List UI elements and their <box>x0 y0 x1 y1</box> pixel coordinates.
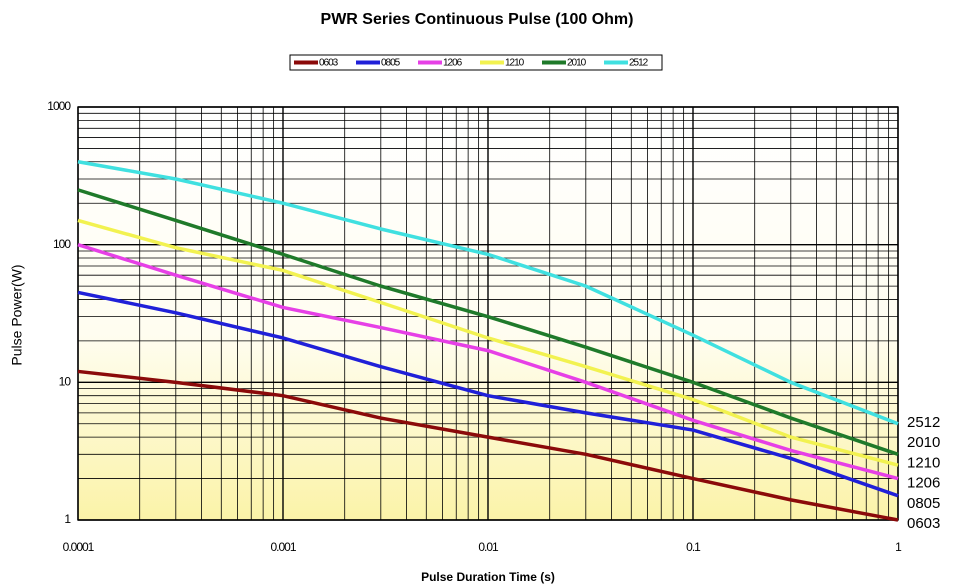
line-series <box>77 218 899 467</box>
line-series <box>77 160 899 426</box>
plot-frame <box>77 106 899 521</box>
x-tick-label: 0.001 <box>270 540 296 554</box>
end-label: 1210 <box>907 454 940 471</box>
line-series <box>77 188 899 456</box>
legend-label: 1206 <box>443 58 463 69</box>
y-tick-label: 10 <box>59 375 72 389</box>
legend-label: 1210 <box>505 58 525 69</box>
x-tick-label: 0.1 <box>686 540 701 554</box>
y-tick-label: 100 <box>53 237 71 251</box>
legend-label: 0805 <box>381 58 401 69</box>
end-label: 2512 <box>907 414 940 431</box>
legend-box <box>289 54 663 71</box>
legend-label: 2010 <box>567 58 587 69</box>
legend-label: 2512 <box>629 58 649 69</box>
x-tick-label: 0.01 <box>478 540 499 554</box>
end-label: 0805 <box>907 495 940 512</box>
y-tick-label: 1000 <box>47 99 71 113</box>
end-label: 0603 <box>907 515 940 532</box>
x-tick-label: 0.0001 <box>63 540 95 554</box>
y-tick-label: 1 <box>64 512 71 526</box>
y-axis-title: Pulse Power(W) <box>9 264 25 365</box>
legend-label: 0603 <box>319 58 339 69</box>
line-series <box>77 369 899 522</box>
x-axis-title: Pulse Duration Time (s) <box>421 570 555 584</box>
chart-title: PWR Series Continuous Pulse (100 Ohm) <box>321 11 634 28</box>
line-series <box>77 242 899 481</box>
line-series <box>77 290 899 498</box>
x-tick-label: 1 <box>895 540 902 554</box>
end-label: 1206 <box>907 475 940 492</box>
end-label: 2010 <box>907 434 940 451</box>
